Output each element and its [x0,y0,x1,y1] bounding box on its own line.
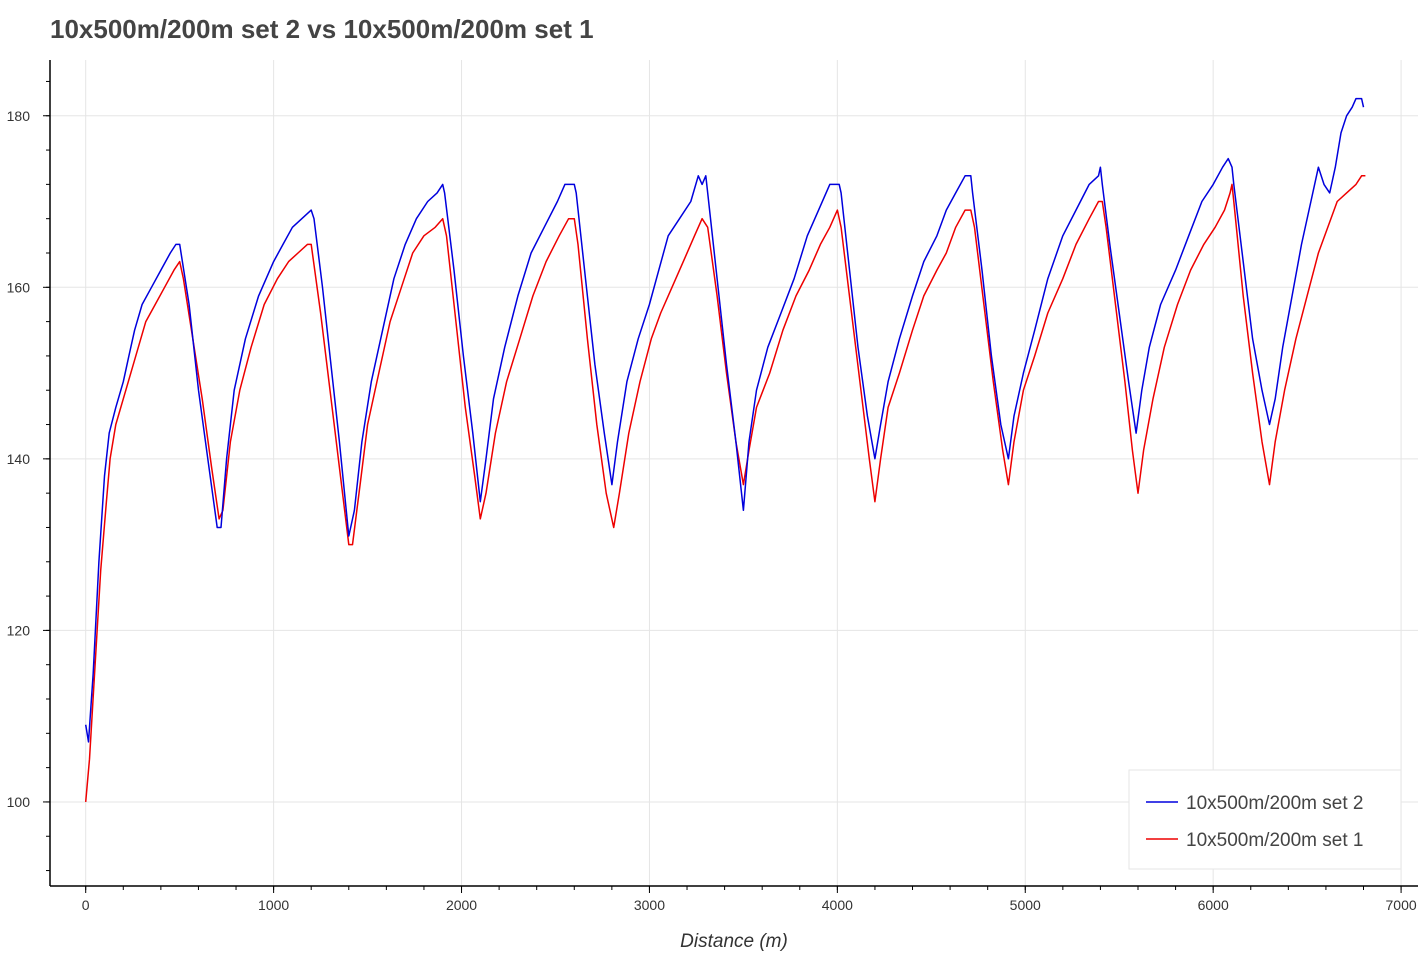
x-tick-label: 5000 [1010,897,1041,913]
legend-label-series-1: 10x500m/200m set 2 [1186,793,1363,814]
y-tick-label: 140 [7,451,31,467]
x-tick-label: 0 [82,897,90,913]
x-tick-label: 1000 [258,897,289,913]
y-tick-label: 160 [7,279,31,295]
axes [49,60,1418,887]
legend-box [1128,769,1402,870]
y-tick-label: 120 [7,622,31,638]
x-tick-label: 6000 [1198,897,1229,913]
grid-lines [50,60,1418,886]
x-tick-label: 4000 [822,897,853,913]
legend-label-series-2: 10x500m/200m set 1 [1186,830,1363,851]
x-axis-title: Distance (m) [680,931,788,952]
series-line-1 [84,97,1365,743]
plot-background [50,60,1418,886]
series-lines [84,97,1366,802]
x-tick-label: 2000 [446,897,477,913]
legend: 10x500m/200m set 2 10x500m/200m set 1 [1128,769,1402,870]
ticks: 0 1000 2000 3000 4000 5000 6000 7000 100 120 140 16… [7,80,1417,913]
y-tick-label: 180 [7,108,31,124]
x-tick-label: 7000 [1386,897,1417,913]
x-tick-label: 3000 [634,897,665,913]
chart-title: 10x500m/200m set 2 vs 10x500m/200m set 1 [50,14,594,44]
series-line-2 [84,175,1366,802]
y-tick-label: 100 [7,794,31,810]
